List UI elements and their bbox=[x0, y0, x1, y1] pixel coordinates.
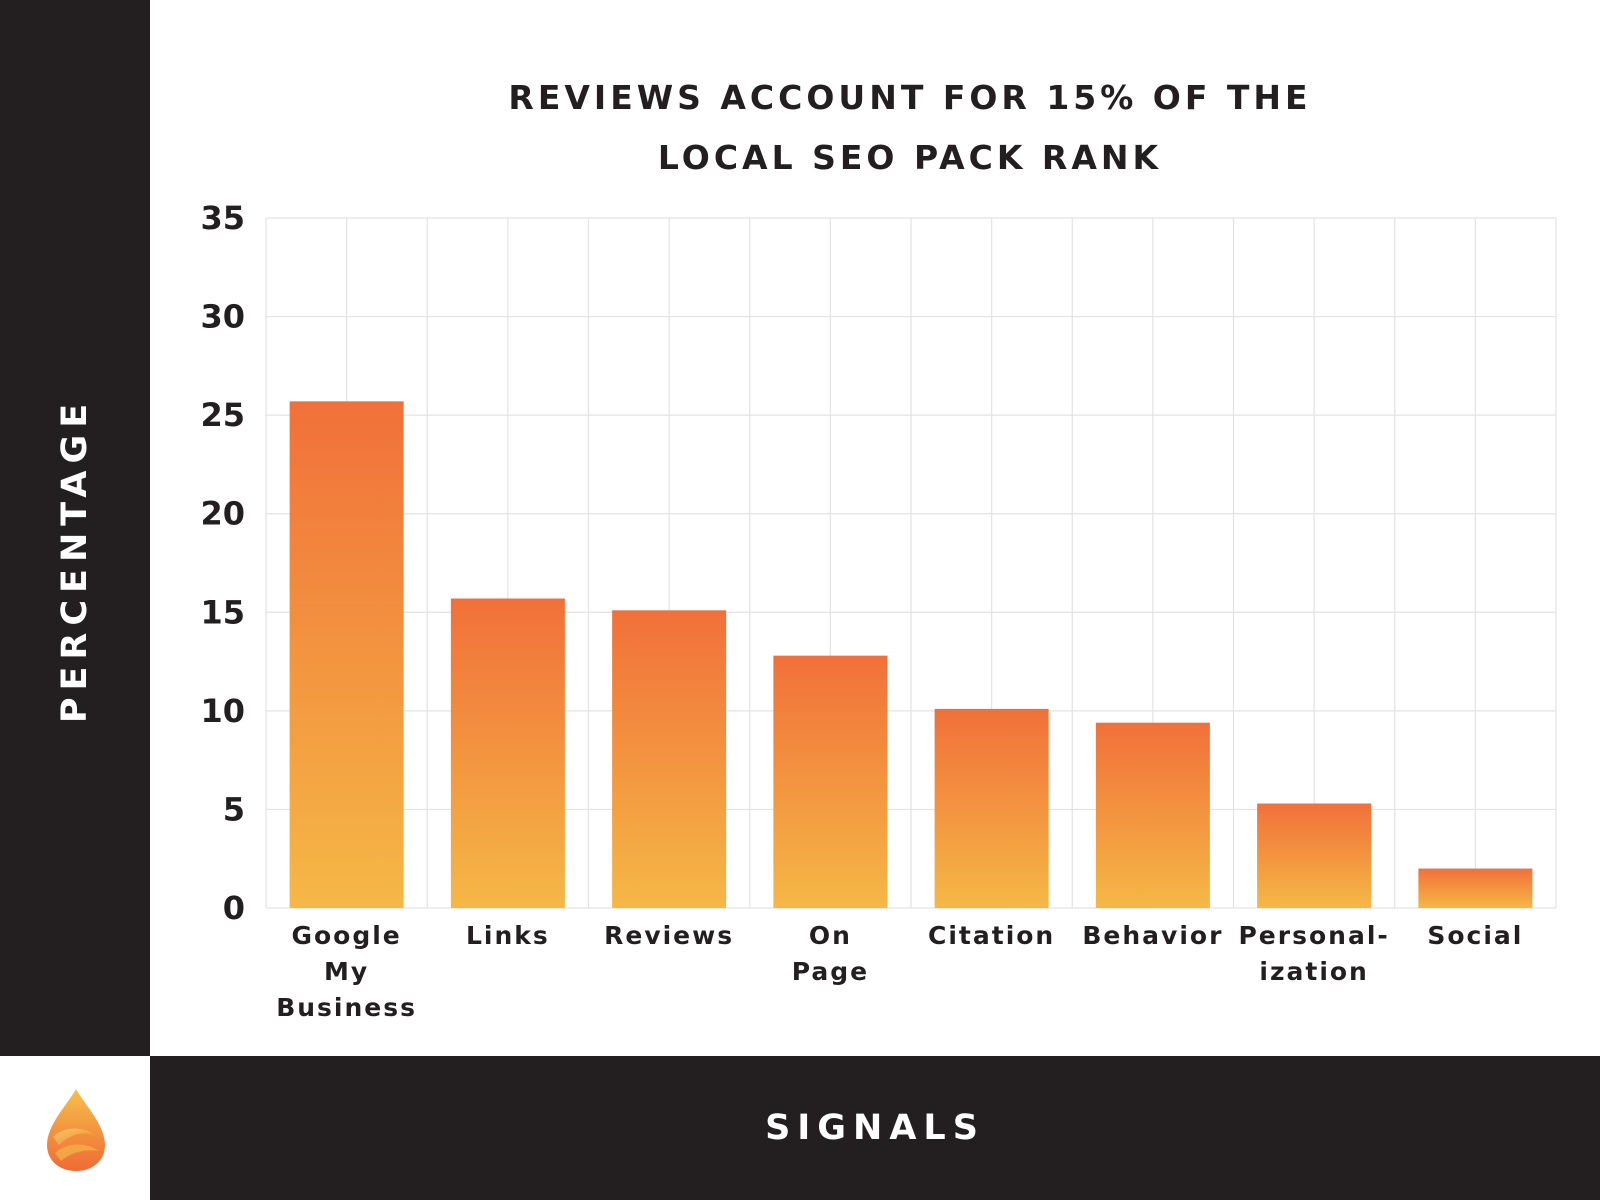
x-tick-label-line: Page bbox=[792, 957, 869, 986]
bar bbox=[289, 401, 404, 908]
x-tick-label-line: Social bbox=[1427, 921, 1523, 950]
x-tick-label: Social bbox=[1427, 921, 1523, 950]
x-tick-label-line: On bbox=[809, 921, 852, 950]
bar bbox=[1095, 722, 1210, 908]
x-tick-label-line: Google bbox=[291, 921, 401, 950]
bar bbox=[450, 598, 565, 908]
y-tick-label: 5 bbox=[223, 790, 245, 828]
x-tick-label: Reviews bbox=[604, 921, 734, 950]
bar bbox=[612, 610, 727, 908]
y-tick-label: 35 bbox=[200, 199, 245, 237]
y-tick-labels: 0 5 10 15 20 25 30 35 bbox=[200, 199, 245, 927]
y-tick-label: 20 bbox=[200, 495, 245, 533]
x-tick-label-line: Citation bbox=[928, 921, 1055, 950]
bar bbox=[773, 655, 888, 908]
y-tick-label: 30 bbox=[200, 298, 245, 336]
x-tick-label: On Page bbox=[792, 921, 869, 986]
y-tick-label: 10 bbox=[200, 692, 245, 730]
bar bbox=[1257, 803, 1372, 908]
y-tick-label: 15 bbox=[200, 593, 245, 631]
bottom-bar: SIGNALS bbox=[150, 1056, 1600, 1200]
x-tick-label: Personal-ization bbox=[1238, 921, 1389, 986]
x-tick-label-line: Reviews bbox=[604, 921, 734, 950]
bar-chart: 0 5 10 15 20 25 30 35 Google My Business Links Revi… bbox=[200, 199, 1557, 1022]
x-tick-label: Google My Business bbox=[276, 921, 417, 1022]
chart-title: REVIEWS ACCOUNT FOR 15% OF THE LOCAL SEO… bbox=[360, 68, 1460, 188]
chart-title-line-1: REVIEWS ACCOUNT FOR 15% OF THE bbox=[508, 78, 1312, 117]
x-tick-label: Behavior bbox=[1082, 921, 1223, 950]
x-axis-label: SIGNALS bbox=[765, 1108, 985, 1148]
x-tick-label: Links bbox=[466, 921, 550, 950]
bar bbox=[934, 708, 1049, 908]
x-tick-label-line: Business bbox=[276, 993, 417, 1022]
x-tick-label-line: Behavior bbox=[1082, 921, 1223, 950]
x-tick-label: Citation bbox=[928, 921, 1055, 950]
x-tick-labels: Google My Business Links Reviews On Page Citati… bbox=[276, 921, 1523, 1022]
x-tick-label-line: My bbox=[324, 957, 369, 986]
y-tick-label: 25 bbox=[200, 396, 245, 434]
bars bbox=[289, 401, 1533, 908]
x-tick-label-line: Personal- bbox=[1238, 921, 1389, 950]
y-tick-label: 0 bbox=[223, 889, 245, 927]
x-tick-label-line: ization bbox=[1259, 957, 1368, 986]
chart-title-line-2: LOCAL SEO PACK RANK bbox=[657, 138, 1163, 177]
flame-logo-icon bbox=[47, 1089, 105, 1171]
side-bar: PERCENTAGE bbox=[0, 0, 150, 1056]
bar bbox=[1418, 868, 1533, 908]
x-tick-label-line: Links bbox=[466, 921, 550, 950]
